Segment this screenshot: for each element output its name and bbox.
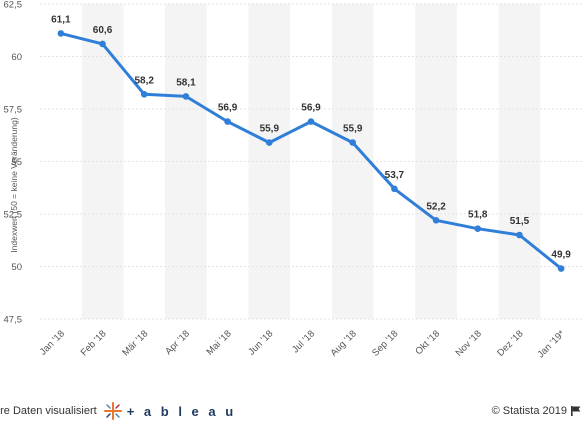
data-point[interactable] — [99, 40, 106, 48]
statista-credit[interactable]: © Statista 2019 — [492, 400, 581, 422]
line-chart: 47,5 50 52,5 55 57,5 60 62,5 Indexwert (50 = k… — [4, 0, 582, 360]
x-tick-label: Jan '18 — [38, 328, 67, 357]
flag-icon — [571, 406, 581, 416]
x-tick-label: Jul '18 — [290, 328, 317, 355]
y-tick-label: 47,5 — [4, 315, 23, 326]
column-bands — [81, 4, 541, 319]
data-label: 55,9 — [260, 124, 280, 135]
y-axis-label: Indexwert (50 = keine Veränderung) — [9, 117, 19, 253]
copyright-text: © Statista 2019 — [491, 405, 567, 417]
data-labels: 61,1 60,6 58,2 58,1 56,9 55,9 56,9 55,9 53,7 52,2… — [51, 14, 571, 260]
series-line — [59, 31, 563, 271]
y-tick-label: 60 — [11, 52, 22, 63]
y-tick-label: 52,5 — [4, 210, 23, 221]
x-tick-label: Feb '18 — [79, 328, 109, 358]
data-label: 53,7 — [385, 170, 405, 181]
x-tick-label: Dez '18 — [495, 328, 525, 358]
footer-visualize-text: hre Daten visualisiert — [0, 405, 97, 417]
data-label: 51,5 — [510, 216, 530, 227]
x-tick-label: Nov '18 — [454, 328, 484, 358]
data-label: 58,2 — [134, 75, 154, 86]
data-label: 60,6 — [93, 25, 113, 36]
x-tick-label: Aug '18 — [328, 328, 358, 358]
data-point[interactable] — [474, 225, 482, 232]
data-label: 61,1 — [51, 14, 71, 25]
data-point[interactable] — [516, 231, 523, 239]
y-tick-label: 55 — [11, 157, 22, 168]
y-axis-ticks: 47,5 50 52,5 55 57,5 60 62,5 — [4, 0, 23, 326]
data-point[interactable] — [391, 185, 398, 193]
data-label: 49,9 — [551, 250, 571, 261]
data-point[interactable] — [307, 118, 315, 125]
series-line-group — [57, 30, 565, 272]
data-point[interactable] — [557, 265, 565, 272]
data-point[interactable] — [140, 91, 148, 98]
x-axis-ticks: Jan '18 Feb '18 Mär '18 Apr '18 Mai '18 Jun '… — [38, 328, 568, 360]
data-point[interactable] — [432, 217, 440, 224]
y-tick-label: 57,5 — [4, 105, 23, 116]
y-tick-label: 62,5 — [4, 0, 23, 11]
data-label: 51,8 — [468, 210, 488, 221]
tableau-logo-icon — [103, 402, 122, 420]
x-tick-label: Sep '18 — [370, 328, 400, 358]
y-tick-label: 50 — [11, 262, 22, 273]
tableau-brand-text: + a b l e a u — [126, 403, 237, 419]
data-label: 56,9 — [301, 103, 321, 114]
x-tick-label: Jan '19* — [535, 328, 567, 360]
data-label: 58,1 — [176, 77, 196, 88]
data-point[interactable] — [349, 139, 356, 146]
x-tick-label: Mär '18 — [120, 328, 150, 358]
x-tick-label: Jun '18 — [246, 328, 275, 357]
data-point[interactable] — [266, 139, 273, 146]
x-tick-label: Mai '18 — [205, 328, 234, 357]
data-point[interactable] — [57, 30, 65, 37]
data-label: 56,9 — [218, 103, 238, 114]
data-label: 55,9 — [343, 124, 363, 135]
tableau-footer[interactable]: hre Daten visualisiert + a b l e a u — [0, 400, 236, 422]
x-tick-label: Okt '18 — [413, 328, 442, 357]
data-label: 52,2 — [426, 201, 446, 212]
x-tick-label: Apr '18 — [163, 328, 192, 357]
data-point[interactable] — [224, 118, 231, 125]
data-point[interactable] — [182, 93, 190, 100]
